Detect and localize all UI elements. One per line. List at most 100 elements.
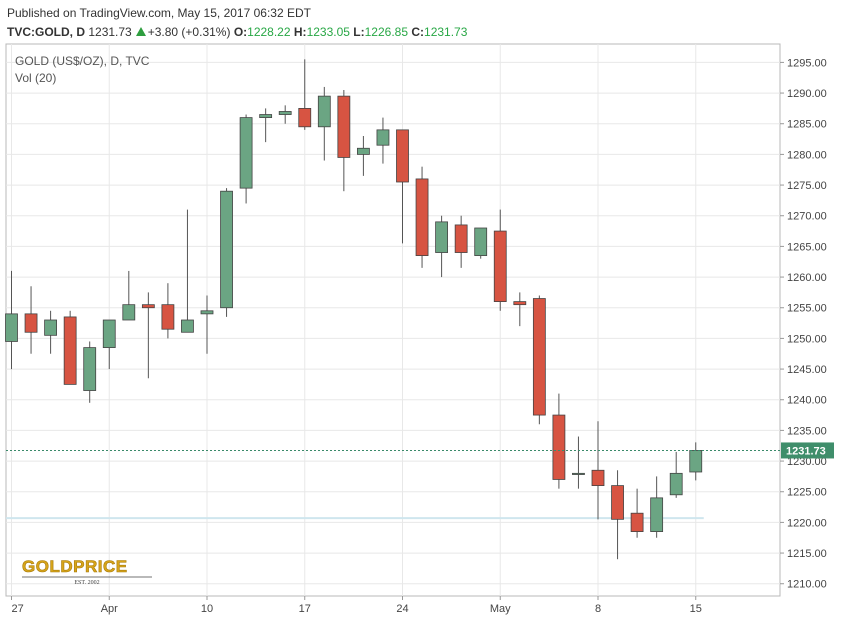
- candle-body: [435, 221, 449, 253]
- candle-body: [278, 111, 292, 115]
- candle-body: [122, 304, 136, 321]
- candle: [161, 283, 175, 339]
- candle-body: [161, 304, 175, 330]
- last-price: 1231.73: [88, 25, 132, 39]
- y-tick-label: 1220.00: [787, 517, 827, 529]
- candle: [122, 270, 136, 321]
- y-tick-label: 1290.00: [787, 88, 827, 100]
- candle-body: [337, 95, 351, 158]
- candle-body: [141, 304, 155, 309]
- x-tick-label: 10: [201, 603, 213, 615]
- candle: [376, 117, 390, 164]
- grid-lines: [6, 44, 780, 596]
- y-tick-label: 1215.00: [787, 548, 827, 560]
- y-tick-label: 1250.00: [787, 333, 827, 345]
- y-tick-label: 1285.00: [787, 119, 827, 131]
- open-value: 1228.22: [247, 25, 291, 39]
- high-value: 1233.05: [306, 25, 350, 39]
- candle-body: [689, 450, 703, 473]
- chart-header: Published on TradingView.com, May 15, 20…: [7, 5, 837, 40]
- candle: [63, 310, 77, 385]
- candle-body: [552, 414, 566, 480]
- y-tick-label: 1240.00: [787, 395, 827, 407]
- up-arrow-icon: [135, 27, 146, 36]
- y-tick-label: 1225.00: [787, 487, 827, 499]
- candle: [435, 215, 449, 278]
- x-tick-label: 27: [12, 603, 24, 615]
- candle: [200, 295, 214, 354]
- candle-body: [572, 472, 585, 475]
- candle-body: [513, 301, 527, 306]
- logo-tagline: EST. 2002: [74, 580, 99, 586]
- y-tick-label: 1295.00: [787, 57, 827, 69]
- candle: [298, 59, 312, 130]
- candle: [141, 292, 155, 379]
- y-axis: 1295.00 1290.00 1285.00 1280.00 1275.00 1270.…: [780, 57, 827, 591]
- x-axis: 27 Apr 10 17 24 May 8 15: [11, 596, 702, 615]
- candle-body: [102, 319, 116, 349]
- candle-body: [220, 190, 233, 309]
- volume-indicator-label: Vol (20): [15, 71, 56, 85]
- logo-wordmark: GOLDPRICE: [22, 557, 128, 576]
- candle: [44, 310, 57, 354]
- goldprice-logo: GOLDPRICE EST. 2002: [22, 557, 152, 586]
- candle: [415, 166, 429, 268]
- candle-body: [181, 319, 194, 333]
- candle-body: [650, 497, 664, 533]
- candles-group: [5, 59, 703, 560]
- candle: [356, 136, 370, 176]
- y-tick-label: 1270.00: [787, 211, 827, 223]
- candle-body: [415, 178, 429, 256]
- candle-body: [5, 313, 18, 342]
- candle-body: [591, 469, 605, 486]
- candle: [689, 442, 703, 481]
- candle: [181, 209, 194, 333]
- candle-body: [63, 316, 77, 385]
- candle-body: [83, 347, 97, 391]
- candle-body: [630, 512, 644, 533]
- price-change: +3.80 (+0.31%): [147, 25, 231, 39]
- candle-body: [239, 117, 253, 189]
- x-tick-label: Apr: [101, 603, 118, 615]
- candle-body: [356, 147, 370, 155]
- candle: [611, 470, 624, 560]
- candle: [5, 270, 18, 370]
- chart-title: GOLD (US$/OZ), D, TVC: [15, 54, 150, 68]
- quote-line: TVC:GOLD, D 1231.73 +3.80 (+0.31%) O:1228…: [7, 24, 837, 40]
- candle: [278, 105, 292, 124]
- candle: [396, 129, 409, 244]
- candle: [317, 86, 331, 161]
- candle: [552, 393, 566, 489]
- y-tick-label: 1245.00: [787, 364, 827, 376]
- x-tick-label: 8: [595, 603, 601, 615]
- open-label: O:: [233, 25, 248, 39]
- current-price-badge-bg: [781, 442, 834, 459]
- candle: [474, 227, 488, 259]
- y-tick-label: 1210.00: [787, 579, 827, 591]
- symbol-label: TVC:GOLD, D: [7, 25, 85, 39]
- candle: [591, 421, 605, 520]
- candle: [220, 188, 233, 317]
- low-value: 1226.85: [364, 25, 409, 39]
- current-price-badge: 1231.73: [781, 442, 834, 459]
- candle: [454, 215, 468, 268]
- candle: [259, 108, 273, 143]
- candle: [83, 341, 97, 403]
- candle: [650, 476, 664, 538]
- candle-body: [259, 114, 273, 118]
- low-label: L:: [353, 25, 365, 39]
- candle: [102, 319, 116, 370]
- x-tick-label: May: [490, 603, 511, 615]
- candle: [239, 114, 253, 204]
- candle-body: [24, 313, 38, 333]
- candle-body: [317, 95, 331, 128]
- candle-body: [493, 230, 507, 302]
- y-tick-label: 1230.00: [787, 456, 827, 468]
- candle-body: [669, 472, 683, 496]
- candle-body: [611, 485, 624, 520]
- high-label: H:: [293, 25, 307, 39]
- y-tick-label: 1235.00: [787, 425, 827, 437]
- close-value: 1231.73: [424, 25, 468, 39]
- x-tick-label: 15: [690, 603, 702, 615]
